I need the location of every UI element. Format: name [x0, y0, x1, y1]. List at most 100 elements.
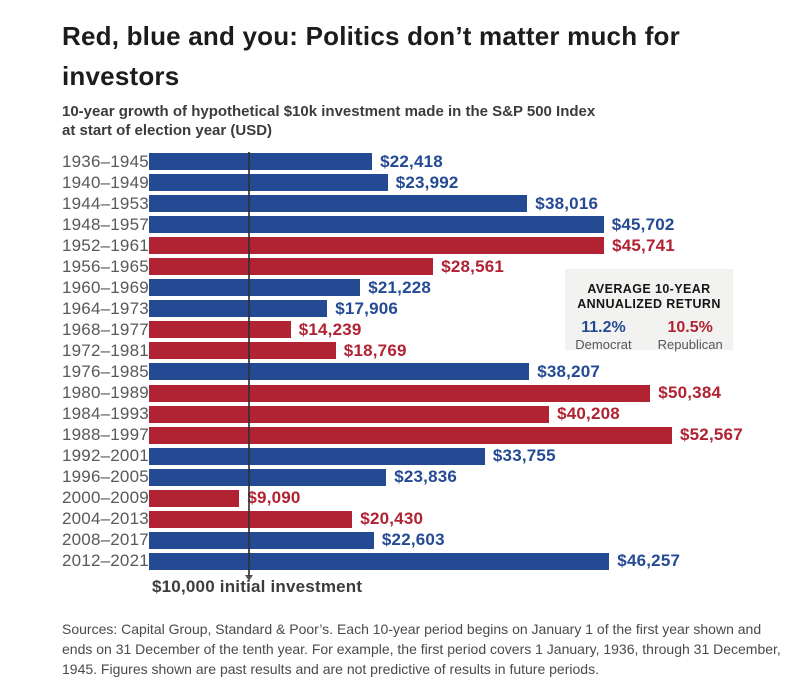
value-label: $23,836	[394, 467, 458, 487]
bar	[149, 489, 240, 507]
bar-row: 1992–2001 $33,755	[0, 446, 800, 467]
value-label: $45,702	[611, 214, 675, 234]
bar	[149, 363, 530, 381]
value-label: $28,561	[441, 256, 505, 276]
value-label: $9,090	[247, 488, 301, 508]
period-label: 1956–1965	[62, 256, 149, 276]
period-label: 2012–2021	[62, 551, 149, 571]
chart-subtitle-line2: at start of election year (USD)	[62, 122, 273, 139]
period-label: 1976–1985	[62, 361, 149, 381]
average-return-legend-box: AVERAGE 10-YEAR ANNUALIZED RETURN 11.2% …	[565, 269, 733, 352]
bar	[149, 531, 374, 549]
page-title: Red, blue and you: Politics don’t matter…	[62, 21, 680, 91]
period-label: 1996–2005	[62, 467, 149, 487]
republican-label: Republican	[657, 337, 723, 352]
bar	[149, 195, 528, 213]
period-label: 1936–1945	[62, 151, 149, 171]
bar	[149, 447, 485, 465]
bar-row: 2000–2009 $9,090	[0, 488, 800, 509]
bar	[149, 237, 605, 255]
bar-row: 1956–1965 $28,561	[0, 256, 800, 277]
value-label: $52,567	[680, 425, 743, 445]
legend-republican: 10.5% Republican	[658, 319, 723, 352]
reference-line-arrow-icon	[245, 575, 253, 581]
period-label: 1972–1981	[62, 340, 149, 360]
bar	[149, 384, 651, 402]
bar	[149, 300, 328, 318]
bar	[149, 174, 388, 192]
bar-row: 1944–1953 $38,016	[0, 193, 800, 214]
period-label: 1988–1997	[62, 425, 149, 445]
legend-box-title-line1: AVERAGE 10-YEAR	[587, 282, 711, 296]
bar-row: 2012–2021 $46,257	[0, 551, 800, 572]
bar	[149, 468, 387, 486]
chart-subtitle-line1: 10-year growth of hypothetical $10k inve…	[62, 103, 596, 120]
value-label: $22,603	[381, 530, 445, 550]
bar-row: 1972–1981 $18,769	[0, 340, 800, 361]
value-label: $46,257	[617, 551, 681, 571]
legend-columns: 11.2% Democrat 10.5% Republican	[565, 319, 733, 352]
initial-investment-label: $10,000 initial investment	[152, 577, 363, 596]
bar	[149, 510, 353, 528]
chart-subtitle: 10-year growth of hypothetical $10k inve…	[62, 102, 800, 140]
bar-row: 1984–1993 $40,208	[0, 404, 800, 425]
value-label: $23,992	[395, 172, 459, 192]
sources-footnote: Sources: Capital Group, Standard & Poor’…	[62, 621, 781, 677]
value-label: $38,207	[537, 361, 601, 381]
value-label: $20,430	[360, 509, 424, 529]
period-label: 2000–2009	[62, 488, 149, 508]
bar	[149, 216, 604, 234]
bar	[149, 405, 550, 423]
bar-row: 1960–1969 $21,228	[0, 277, 800, 298]
bar-row: 1936–1945 $22,418	[0, 151, 800, 172]
bar-row: 1952–1961 $45,741	[0, 235, 800, 256]
bar	[149, 258, 434, 276]
bar-rows: 1936–1945 $22,418 1940–1949 $23,992 1944–195…	[0, 151, 800, 572]
bar-row: 1940–1949 $23,992	[0, 172, 800, 193]
legend-box-title: AVERAGE 10-YEAR ANNUALIZED RETURN	[565, 282, 733, 312]
value-label: $40,208	[557, 404, 620, 424]
period-label: 1944–1953	[62, 193, 149, 213]
period-label: 1984–1993	[62, 404, 149, 424]
bar-row: 1968–1977 $14,239	[0, 319, 800, 340]
bar-row: 1948–1957 $45,702	[0, 214, 800, 235]
republican-return-value: 10.5%	[667, 319, 713, 336]
value-label: $21,228	[368, 277, 432, 297]
value-label: $18,769	[343, 340, 407, 360]
bar	[149, 153, 373, 171]
value-label: $50,384	[658, 383, 722, 403]
bar-row: 2004–2013 $20,430	[0, 509, 800, 530]
bar-row: 1964–1973 $17,906	[0, 298, 800, 319]
bar	[149, 552, 610, 570]
value-label: $22,418	[380, 151, 443, 171]
legend-box-title-line2: ANNUALIZED RETURN	[577, 297, 721, 311]
bar	[149, 279, 361, 297]
bar	[149, 426, 672, 444]
legend-democrat: 11.2% Democrat	[575, 319, 631, 352]
value-label: $14,239	[298, 319, 362, 339]
period-label: 1968–1977	[62, 319, 149, 339]
democrat-label: Democrat	[575, 337, 632, 352]
democrat-return-value: 11.2%	[581, 319, 626, 336]
bar	[149, 321, 291, 339]
bar-row: 1988–1997 $52,567	[0, 425, 800, 446]
period-label: 2004–2013	[62, 509, 149, 529]
period-label: 1960–1969	[62, 277, 149, 297]
value-label: $33,755	[492, 446, 556, 466]
bar	[149, 342, 336, 360]
period-label: 1952–1961	[62, 235, 149, 255]
period-label: 2008–2017	[62, 530, 149, 550]
value-label: $45,741	[612, 235, 675, 255]
value-label: $38,016	[535, 193, 599, 213]
bar-chart: 1936–1945 $22,418 1940–1949 $23,992 1944–195…	[0, 151, 800, 601]
value-label: $17,906	[335, 298, 399, 318]
bar-row: 1996–2005 $23,836	[0, 467, 800, 488]
period-label: 1992–2001	[62, 446, 149, 466]
period-label: 1980–1989	[62, 383, 149, 403]
bar-row: 2008–2017 $22,603	[0, 530, 800, 551]
initial-investment-reference-line	[248, 152, 250, 576]
bar-row: 1980–1989 $50,384	[0, 383, 800, 404]
period-label: 1948–1957	[62, 214, 149, 234]
period-label: 1940–1949	[62, 172, 149, 192]
